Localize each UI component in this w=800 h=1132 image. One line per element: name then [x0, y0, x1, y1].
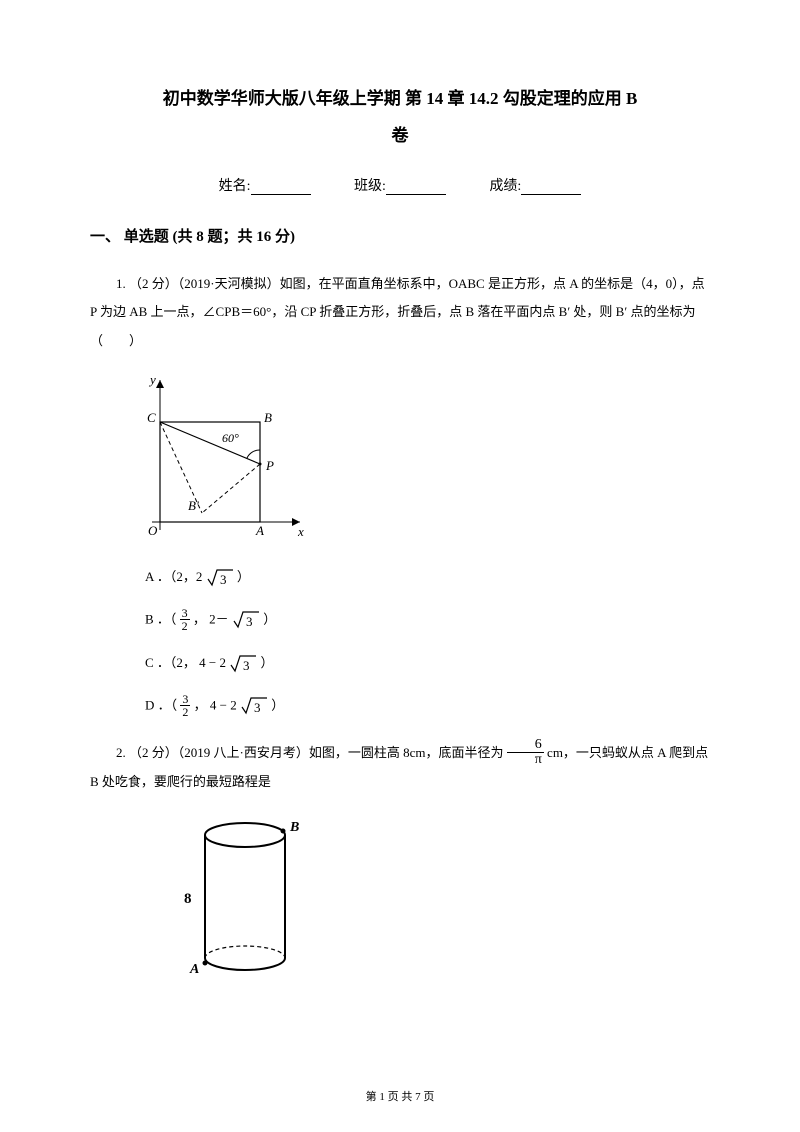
title-line-1: 初中数学华师大版八年级上学期 第 14 章 14.2 勾股定理的应用 B: [90, 80, 710, 117]
question-1-figure: y x O A B C P B' 60°: [130, 372, 710, 547]
sqrt-icon: 3: [206, 568, 234, 588]
svg-text:8: 8: [184, 891, 192, 907]
name-label: 姓名:: [219, 179, 251, 194]
score-field: 成绩:: [489, 175, 581, 195]
fraction: 3 2: [180, 607, 190, 632]
sqrt-icon: 3: [232, 610, 260, 630]
question-2-text: 2. （2 分）（2019 八上·西安月考）如图，一圆柱高 8cm，底面半径为 …: [90, 739, 710, 797]
svg-text:B: B: [264, 410, 272, 425]
class-blank: [386, 181, 446, 195]
option-a: A ．（2，2 3 ）: [145, 567, 710, 588]
svg-text:x: x: [297, 524, 304, 539]
option-c: C ．（2， 4 − 2 3 ）: [145, 653, 710, 674]
title-line-2: 卷: [90, 117, 710, 154]
class-label: 班级:: [354, 179, 386, 194]
option-b-mid: ， 2－: [193, 611, 229, 626]
option-d-expr: 4 − 2: [210, 697, 237, 712]
svg-text:C: C: [147, 410, 156, 425]
svg-text:O: O: [148, 523, 158, 538]
question-2-figure: B A 8: [170, 813, 710, 988]
class-field: 班级:: [354, 175, 446, 195]
option-b-pre: B ．（: [145, 611, 176, 626]
page-footer: 第 1 页 共 7 页: [0, 1088, 800, 1104]
option-b: B ．（ 3 2 ， 2－ 3 ）: [145, 608, 710, 633]
section-header: 一、 单选题 (共 8 题；共 16 分): [90, 225, 710, 246]
svg-text:60°: 60°: [222, 431, 239, 445]
score-blank: [521, 181, 581, 195]
svg-text:A: A: [189, 962, 199, 977]
option-d-end: ）: [271, 697, 284, 712]
svg-text:P: P: [265, 458, 274, 473]
option-c-end: ）: [261, 655, 274, 670]
q2-pre: 2. （2 分）（2019 八上·西安月考）如图，一圆柱高 8cm，底面半径为: [116, 745, 507, 760]
option-d: D ．（ 3 2 ， 4 − 2 3 ）: [145, 694, 710, 719]
name-field: 姓名:: [219, 175, 311, 195]
score-label: 成绩:: [489, 179, 521, 194]
name-blank: [251, 181, 311, 195]
sqrt-icon: 3: [229, 654, 257, 674]
sqrt-icon: 3: [240, 696, 268, 716]
question-1-text: 1. （2 分）（2019·天河模拟）如图，在平面直角坐标系中，OABC 是正方…: [90, 270, 710, 356]
svg-text:y: y: [148, 372, 156, 387]
svg-text:A: A: [255, 523, 264, 538]
svg-text:3: 3: [254, 700, 261, 715]
option-d-pre: D ．（: [145, 697, 177, 712]
svg-text:B: B: [289, 820, 299, 835]
page-title: 初中数学华师大版八年级上学期 第 14 章 14.2 勾股定理的应用 B 卷: [90, 80, 710, 155]
option-a-pre: A ．（2，2: [145, 569, 202, 584]
option-b-end: ）: [263, 611, 276, 626]
info-line: 姓名: 班级: 成绩:: [90, 175, 710, 195]
svg-text:B': B': [188, 498, 199, 513]
svg-text:3: 3: [246, 614, 253, 629]
fraction: 6 π: [507, 738, 544, 767]
option-a-end: ）: [237, 569, 250, 584]
option-c-expr: 4 − 2: [199, 655, 226, 670]
svg-text:3: 3: [243, 658, 250, 673]
option-d-mid: ，: [194, 697, 210, 712]
option-c-pre: C ．（2，: [145, 655, 199, 670]
fraction: 3 2: [180, 693, 190, 718]
svg-text:3: 3: [220, 572, 227, 587]
